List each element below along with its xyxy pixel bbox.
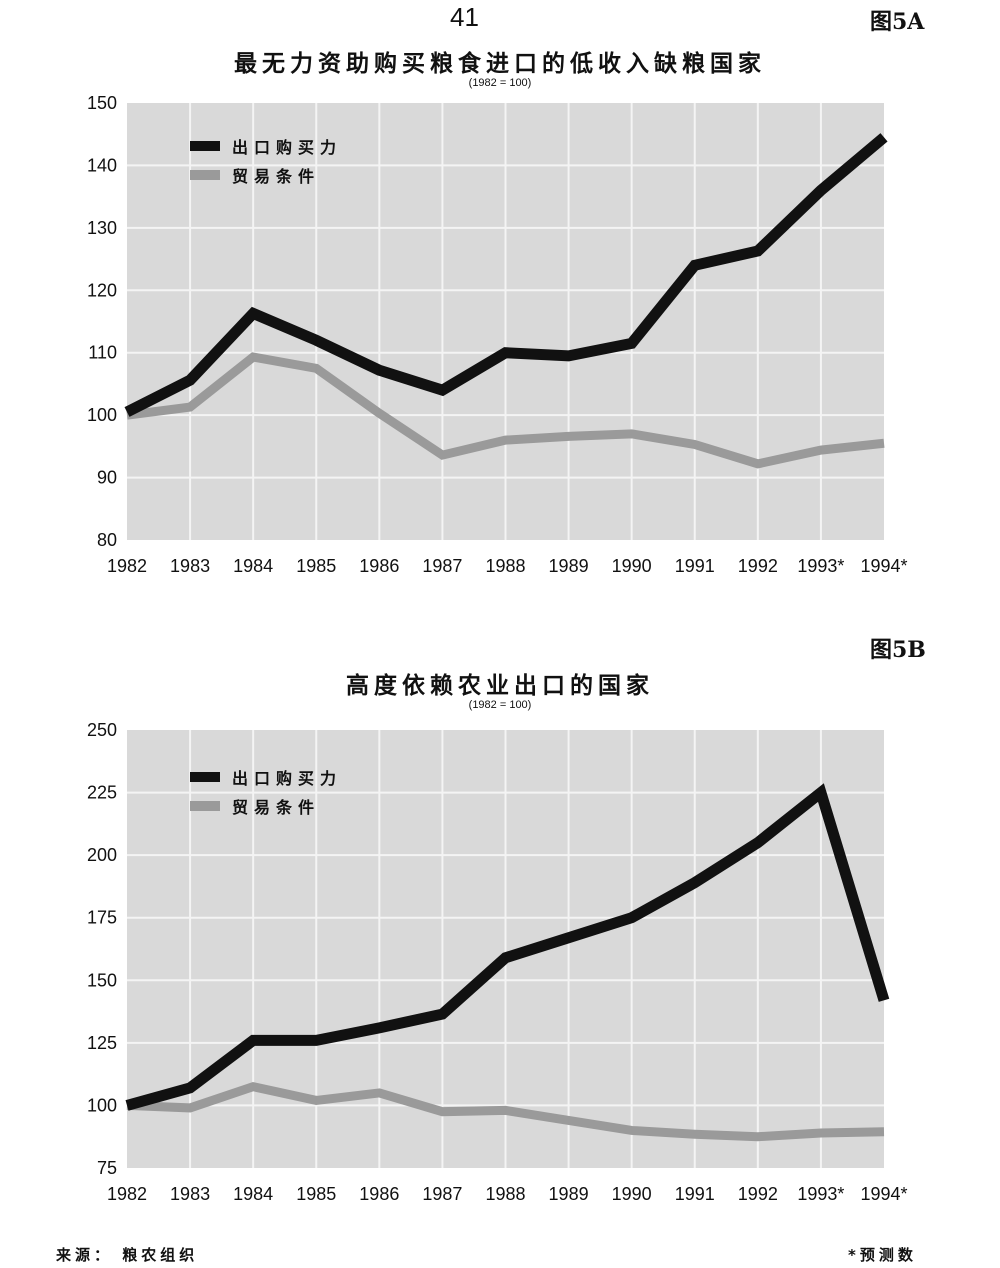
figure-label-5b: 图5B (870, 637, 926, 663)
y-tick-label: 130 (87, 218, 117, 238)
chart-a-title: 最无力资助购买粮食进口的低收入缺粮国家 (234, 51, 766, 77)
x-tick-label: 1990 (612, 1184, 652, 1204)
y-tick-label: 175 (87, 908, 117, 928)
x-tick-label: 1985 (296, 556, 336, 576)
x-tick-label: 1987 (422, 556, 462, 576)
x-tick-label: 1982 (107, 1184, 147, 1204)
x-tick-label: 1983 (170, 556, 210, 576)
y-tick-label: 125 (87, 1033, 117, 1053)
x-tick-label: 1986 (359, 556, 399, 576)
chart-a-subtitle: (1982 = 100) (468, 77, 532, 89)
y-tick-label: 120 (87, 280, 117, 300)
x-tick-label: 1993* (797, 1184, 844, 1204)
x-tick-label: 1989 (549, 556, 589, 576)
legend-label-2: 贸易条件 (232, 798, 320, 817)
figure-label-5a: 图5A (870, 9, 925, 35)
legend-swatch-1 (190, 141, 220, 151)
x-tick-label: 1982 (107, 556, 147, 576)
forecast-note: *预测数 (848, 1246, 917, 1264)
x-tick-label: 1988 (485, 556, 525, 576)
y-tick-label: 150 (87, 970, 117, 990)
page-number: 41 (450, 2, 479, 32)
y-tick-label: 75 (97, 1158, 117, 1178)
y-tick-label: 200 (87, 845, 117, 865)
x-tick-label: 1986 (359, 1184, 399, 1204)
x-tick-label: 1992 (738, 556, 778, 576)
y-tick-label: 225 (87, 783, 117, 803)
legend-swatch-1 (190, 772, 220, 782)
y-tick-label: 90 (97, 468, 117, 488)
legend-label-1: 出口购买力 (232, 769, 342, 788)
legend-swatch-2 (190, 801, 220, 811)
x-tick-label: 1992 (738, 1184, 778, 1204)
y-tick-label: 150 (87, 93, 117, 113)
y-tick-label: 140 (87, 155, 117, 175)
x-tick-label: 1988 (485, 1184, 525, 1204)
y-tick-label: 80 (97, 530, 117, 550)
x-tick-label: 1983 (170, 1184, 210, 1204)
y-tick-label: 100 (87, 1095, 117, 1115)
y-tick-label: 100 (87, 405, 117, 425)
x-tick-label: 1991 (675, 1184, 715, 1204)
x-tick-label: 1984 (233, 1184, 273, 1204)
x-tick-label: 1994* (860, 1184, 907, 1204)
x-tick-label: 1993* (797, 556, 844, 576)
chart-b-subtitle: (1982 = 100) (468, 699, 532, 711)
x-tick-label: 1984 (233, 556, 273, 576)
y-tick-label: 110 (88, 343, 117, 363)
x-tick-label: 1989 (549, 1184, 589, 1204)
x-tick-label: 1994* (860, 556, 907, 576)
legend-label-1: 出口购买力 (232, 138, 342, 157)
x-tick-label: 1985 (296, 1184, 336, 1204)
legend-swatch-2 (190, 170, 220, 180)
chart-b-title: 高度依赖农业出口的国家 (346, 673, 654, 699)
x-tick-label: 1990 (612, 556, 652, 576)
legend-label-2: 贸易条件 (232, 167, 320, 186)
source-note: 来源： 粮农组织 (56, 1246, 199, 1264)
x-tick-label: 1987 (422, 1184, 462, 1204)
y-tick-label: 250 (87, 720, 117, 740)
x-tick-label: 1991 (675, 556, 715, 576)
